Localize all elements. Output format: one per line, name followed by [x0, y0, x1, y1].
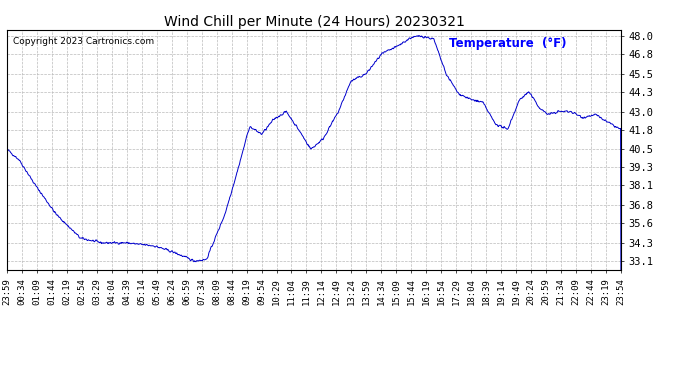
- Text: Copyright 2023 Cartronics.com: Copyright 2023 Cartronics.com: [13, 37, 154, 46]
- Title: Wind Chill per Minute (24 Hours) 20230321: Wind Chill per Minute (24 Hours) 2023032…: [164, 15, 464, 29]
- Text: Temperature  (°F): Temperature (°F): [449, 37, 566, 50]
